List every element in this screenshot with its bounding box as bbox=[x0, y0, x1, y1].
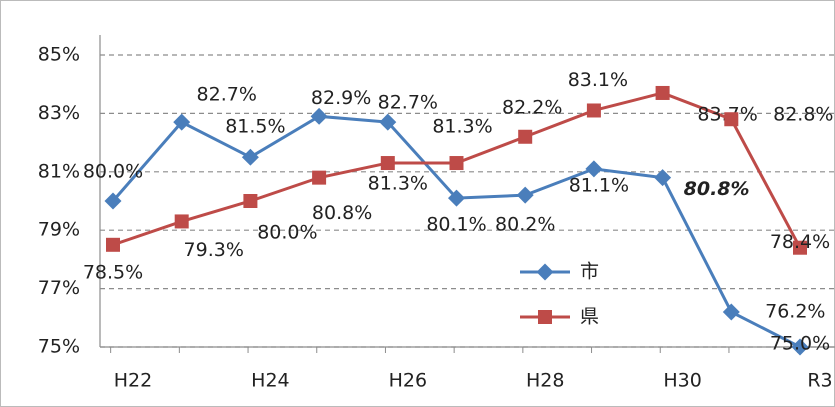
x-tick-label: H26 bbox=[389, 370, 427, 392]
marker bbox=[173, 113, 191, 131]
data-label: 81.3% bbox=[432, 116, 492, 138]
marker bbox=[724, 112, 739, 127]
x-tick-label: R3 bbox=[807, 370, 832, 392]
legend-label: 市 bbox=[580, 261, 599, 283]
y-tick-label: 85% bbox=[38, 44, 80, 66]
data-label: 81.3% bbox=[368, 173, 428, 195]
data-label: 82.8% bbox=[773, 104, 833, 126]
y-tick-label: 75% bbox=[38, 336, 80, 358]
data-label: 76.2% bbox=[765, 300, 825, 322]
marker bbox=[380, 156, 395, 171]
marker bbox=[655, 85, 670, 100]
data-label: 81.1% bbox=[569, 174, 629, 196]
marker bbox=[379, 113, 397, 131]
marker bbox=[106, 237, 120, 252]
data-label: 80.0% bbox=[257, 222, 317, 244]
marker bbox=[449, 156, 464, 171]
marker bbox=[586, 103, 601, 118]
x-tick-label: H24 bbox=[251, 370, 289, 392]
data-label: 80.1% bbox=[426, 214, 486, 236]
data-label: 82.7% bbox=[197, 84, 257, 106]
data-label: 80.8% bbox=[684, 178, 750, 200]
marker bbox=[312, 170, 327, 185]
x-tick-label: H28 bbox=[526, 370, 564, 392]
data-label: 78.4% bbox=[770, 231, 830, 253]
data-label: 82.2% bbox=[502, 96, 562, 118]
data-label: 83.1% bbox=[568, 69, 628, 91]
marker bbox=[516, 186, 534, 204]
marker bbox=[654, 169, 672, 187]
marker bbox=[448, 189, 465, 207]
y-tick-label: 83% bbox=[38, 102, 80, 124]
data-label: 80.2% bbox=[495, 214, 555, 236]
data-label: 79.3% bbox=[184, 239, 244, 261]
legend-label: 県 bbox=[580, 306, 599, 328]
x-tick-label: H22 bbox=[114, 370, 152, 392]
x-tick-label: H30 bbox=[663, 370, 701, 392]
marker bbox=[518, 129, 533, 144]
y-tick-label: 79% bbox=[38, 219, 80, 241]
marker bbox=[722, 303, 740, 321]
data-label: 82.9% bbox=[311, 87, 371, 109]
marker bbox=[585, 160, 603, 178]
legend-marker bbox=[536, 263, 554, 281]
data-label: 78.5% bbox=[83, 261, 143, 283]
marker bbox=[793, 240, 807, 255]
data-label: 80.8% bbox=[312, 202, 372, 224]
legend-marker bbox=[538, 310, 552, 324]
data-label: 75.0% bbox=[770, 333, 830, 355]
data-label: 82.7% bbox=[378, 92, 438, 114]
y-tick-label: 81% bbox=[38, 160, 80, 182]
data-label: 80.0% bbox=[83, 161, 143, 183]
marker bbox=[310, 107, 328, 125]
marker bbox=[174, 214, 189, 229]
marker bbox=[241, 148, 259, 166]
marker bbox=[104, 192, 122, 210]
data-label: 81.5% bbox=[225, 116, 285, 138]
marker bbox=[791, 338, 809, 356]
marker bbox=[243, 194, 258, 208]
y-tick-label: 77% bbox=[38, 277, 80, 299]
